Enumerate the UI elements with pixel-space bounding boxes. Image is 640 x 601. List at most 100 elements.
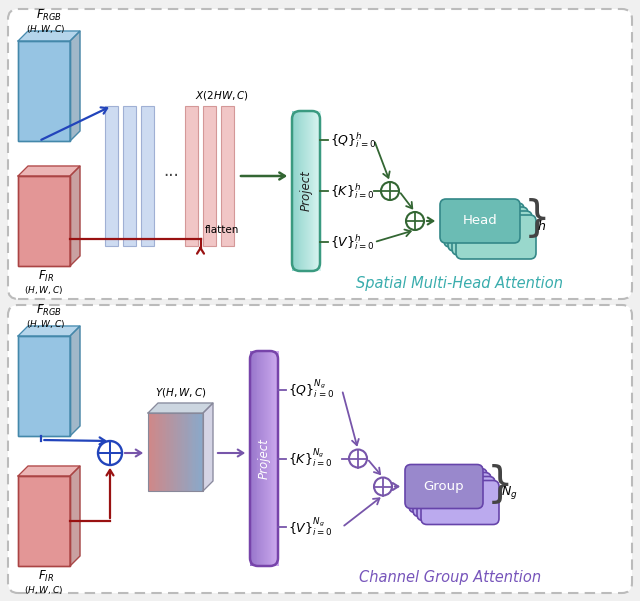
Text: ···: ··· bbox=[163, 167, 179, 185]
Polygon shape bbox=[18, 466, 80, 476]
Bar bbox=[164, 413, 166, 491]
Bar bbox=[312, 111, 314, 271]
Bar bbox=[148, 413, 203, 491]
Bar bbox=[308, 111, 309, 271]
Bar bbox=[155, 413, 157, 491]
Bar bbox=[18, 476, 70, 566]
Bar bbox=[257, 351, 258, 566]
Bar bbox=[182, 413, 184, 491]
Text: flatten: flatten bbox=[205, 225, 239, 235]
Bar bbox=[306, 111, 307, 271]
Bar bbox=[267, 351, 268, 566]
Text: $F_{IR}$: $F_{IR}$ bbox=[38, 269, 54, 284]
Bar bbox=[255, 351, 256, 566]
Text: h: h bbox=[538, 219, 546, 233]
Bar bbox=[177, 413, 179, 491]
FancyBboxPatch shape bbox=[8, 305, 632, 593]
Bar bbox=[297, 111, 298, 271]
FancyBboxPatch shape bbox=[8, 9, 632, 299]
Bar bbox=[152, 413, 154, 491]
Bar bbox=[277, 351, 278, 566]
Bar bbox=[18, 176, 70, 266]
Text: $F_{RGB}$: $F_{RGB}$ bbox=[36, 303, 62, 318]
Bar bbox=[202, 413, 204, 491]
Polygon shape bbox=[70, 326, 80, 436]
Bar bbox=[275, 351, 276, 566]
Bar bbox=[174, 413, 176, 491]
Bar bbox=[192, 413, 194, 491]
Text: }: } bbox=[524, 198, 550, 240]
Bar bbox=[314, 111, 316, 271]
Text: Head: Head bbox=[463, 215, 497, 228]
Bar bbox=[269, 351, 271, 566]
Bar bbox=[300, 111, 301, 271]
Bar bbox=[18, 176, 70, 266]
Circle shape bbox=[374, 478, 392, 495]
Bar bbox=[312, 111, 313, 271]
Bar bbox=[303, 111, 305, 271]
Bar bbox=[263, 351, 264, 566]
Text: Channel Group Attention: Channel Group Attention bbox=[359, 570, 541, 585]
Text: $\{V\}_{i=0}^{N_g}$: $\{V\}_{i=0}^{N_g}$ bbox=[288, 516, 333, 539]
Bar bbox=[157, 413, 159, 491]
Bar bbox=[264, 351, 266, 566]
Text: }: } bbox=[487, 463, 513, 505]
Bar bbox=[257, 351, 259, 566]
Bar bbox=[221, 106, 234, 246]
Bar bbox=[148, 413, 150, 491]
Circle shape bbox=[349, 450, 367, 468]
Text: $\{K\}_{i=0}^{h}$: $\{K\}_{i=0}^{h}$ bbox=[330, 182, 374, 201]
Bar bbox=[275, 351, 276, 566]
Bar bbox=[162, 413, 164, 491]
FancyBboxPatch shape bbox=[440, 199, 520, 243]
Bar bbox=[316, 111, 317, 271]
Bar bbox=[251, 351, 252, 566]
Bar bbox=[149, 413, 151, 491]
Bar bbox=[298, 111, 299, 271]
Bar bbox=[141, 106, 154, 246]
Bar bbox=[262, 351, 264, 566]
Bar bbox=[198, 413, 200, 491]
Bar bbox=[261, 351, 262, 566]
Text: $N_g$: $N_g$ bbox=[501, 484, 518, 501]
Bar bbox=[105, 106, 118, 246]
Bar bbox=[151, 413, 152, 491]
Text: $X(2HW,C)$: $X(2HW,C)$ bbox=[195, 89, 249, 102]
Text: $Y(H,W,C)$: $Y(H,W,C)$ bbox=[155, 386, 206, 399]
Bar bbox=[296, 111, 297, 271]
Circle shape bbox=[381, 182, 399, 200]
FancyBboxPatch shape bbox=[409, 469, 487, 513]
Text: Project: Project bbox=[300, 171, 312, 212]
Text: $\{K\}_{i=0}^{N_g}$: $\{K\}_{i=0}^{N_g}$ bbox=[288, 447, 332, 470]
Bar bbox=[276, 351, 278, 566]
FancyBboxPatch shape bbox=[448, 207, 528, 251]
FancyBboxPatch shape bbox=[452, 211, 532, 255]
Bar bbox=[298, 111, 300, 271]
Bar bbox=[170, 413, 172, 491]
Polygon shape bbox=[203, 403, 213, 491]
Bar bbox=[200, 413, 202, 491]
Bar bbox=[173, 413, 175, 491]
Text: $(H,W,C)$: $(H,W,C)$ bbox=[24, 284, 64, 296]
Bar bbox=[191, 413, 193, 491]
Bar bbox=[18, 41, 70, 141]
Bar bbox=[293, 111, 294, 271]
Bar bbox=[167, 413, 169, 491]
Text: $\{Q\}_{i=0}^{N_g}$: $\{Q\}_{i=0}^{N_g}$ bbox=[288, 378, 334, 401]
Bar bbox=[304, 111, 305, 271]
Circle shape bbox=[98, 441, 122, 465]
Bar bbox=[189, 413, 191, 491]
Bar bbox=[181, 413, 183, 491]
FancyBboxPatch shape bbox=[421, 481, 499, 525]
Bar bbox=[18, 41, 70, 141]
Bar bbox=[199, 413, 201, 491]
Bar bbox=[193, 413, 195, 491]
Polygon shape bbox=[148, 403, 213, 413]
Bar bbox=[18, 476, 70, 566]
Bar bbox=[166, 413, 168, 491]
Bar bbox=[179, 413, 180, 491]
Bar bbox=[123, 106, 136, 246]
Bar bbox=[203, 106, 216, 246]
Bar bbox=[154, 413, 156, 491]
FancyBboxPatch shape bbox=[405, 465, 483, 508]
